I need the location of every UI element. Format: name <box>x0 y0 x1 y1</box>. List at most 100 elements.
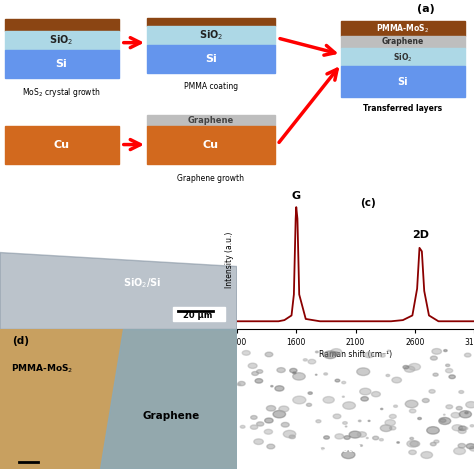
Circle shape <box>421 452 433 458</box>
Text: (c): (c) <box>360 198 376 208</box>
Circle shape <box>357 432 366 437</box>
Circle shape <box>410 438 413 439</box>
Circle shape <box>331 349 342 355</box>
Circle shape <box>267 444 275 449</box>
Text: (d): (d) <box>12 337 29 346</box>
Circle shape <box>256 370 263 374</box>
Circle shape <box>454 447 465 455</box>
Circle shape <box>410 441 419 447</box>
Circle shape <box>465 353 471 357</box>
Circle shape <box>380 425 392 431</box>
Circle shape <box>368 420 370 421</box>
Text: 2D: 2D <box>412 230 429 240</box>
Circle shape <box>335 434 344 439</box>
Text: (a): (a) <box>417 4 435 14</box>
Circle shape <box>458 429 466 433</box>
Text: MoS$_2$ crystal growth: MoS$_2$ crystal growth <box>22 86 101 99</box>
Text: (e): (e) <box>249 337 265 346</box>
Circle shape <box>306 403 311 406</box>
Circle shape <box>388 350 390 352</box>
Circle shape <box>380 438 383 441</box>
Circle shape <box>380 354 385 357</box>
Bar <box>341 21 465 36</box>
Circle shape <box>427 427 439 434</box>
Circle shape <box>459 426 466 430</box>
Circle shape <box>333 352 339 356</box>
Circle shape <box>444 350 447 352</box>
Circle shape <box>358 420 361 422</box>
Bar <box>147 26 275 45</box>
Circle shape <box>360 388 371 395</box>
Circle shape <box>342 396 344 397</box>
Circle shape <box>373 436 379 440</box>
Text: Cu: Cu <box>54 139 70 150</box>
Circle shape <box>324 373 328 375</box>
Circle shape <box>361 397 368 401</box>
Text: G: G <box>292 191 301 201</box>
Circle shape <box>405 400 418 408</box>
Circle shape <box>255 379 263 383</box>
Circle shape <box>349 431 361 438</box>
Circle shape <box>303 359 307 361</box>
Circle shape <box>275 386 284 391</box>
X-axis label: Raman shift (cm⁻¹): Raman shift (cm⁻¹) <box>319 350 392 359</box>
Bar <box>5 19 118 31</box>
Text: Si: Si <box>205 54 217 64</box>
Circle shape <box>458 444 465 448</box>
Circle shape <box>308 392 312 394</box>
Circle shape <box>430 442 436 446</box>
Circle shape <box>409 364 420 370</box>
Text: SiO$_2$: SiO$_2$ <box>49 33 74 47</box>
Circle shape <box>324 351 337 359</box>
Circle shape <box>449 375 456 379</box>
Circle shape <box>250 425 258 429</box>
Circle shape <box>381 408 383 410</box>
Text: Cu: Cu <box>203 139 219 150</box>
Text: Transferred layers: Transferred layers <box>364 104 442 113</box>
Text: PMMA-MoS$_2$: PMMA-MoS$_2$ <box>11 362 74 375</box>
Circle shape <box>321 447 324 449</box>
Circle shape <box>372 392 380 397</box>
Text: Graphene: Graphene <box>382 37 424 46</box>
Circle shape <box>273 410 285 418</box>
Y-axis label: Intensity (a.u.): Intensity (a.u.) <box>225 231 234 288</box>
Circle shape <box>392 377 401 383</box>
Circle shape <box>271 385 273 387</box>
Circle shape <box>237 383 241 385</box>
Text: Graphene growth: Graphene growth <box>177 174 245 183</box>
Bar <box>341 48 465 66</box>
Circle shape <box>316 420 321 423</box>
Circle shape <box>397 442 400 443</box>
Circle shape <box>403 365 409 369</box>
Circle shape <box>390 426 396 430</box>
Circle shape <box>434 440 439 443</box>
Text: SiO$_2$: SiO$_2$ <box>393 51 413 64</box>
Circle shape <box>293 373 305 380</box>
Text: (b): (b) <box>14 197 31 207</box>
Text: Graphene: Graphene <box>142 411 199 421</box>
Circle shape <box>346 426 347 427</box>
Text: SiO$_2$/Si: SiO$_2$/Si <box>123 276 162 290</box>
Bar <box>147 18 275 26</box>
Circle shape <box>464 427 468 429</box>
Circle shape <box>470 446 474 451</box>
Circle shape <box>248 363 257 368</box>
Circle shape <box>452 425 463 431</box>
Circle shape <box>446 368 453 373</box>
Text: PMMA coating: PMMA coating <box>184 82 238 91</box>
Bar <box>341 66 465 97</box>
Circle shape <box>252 372 258 375</box>
Circle shape <box>466 444 474 449</box>
Circle shape <box>242 351 250 355</box>
Circle shape <box>386 374 390 376</box>
Circle shape <box>335 379 340 382</box>
Text: PMMA-MoS$_2$: PMMA-MoS$_2$ <box>376 22 429 35</box>
Circle shape <box>344 436 350 439</box>
Circle shape <box>459 391 464 393</box>
Bar <box>5 50 118 78</box>
Circle shape <box>323 397 334 403</box>
Polygon shape <box>100 329 237 469</box>
Text: 20 μm: 20 μm <box>183 310 212 319</box>
Text: MoS$_2$ crystals + PMMA: MoS$_2$ crystals + PMMA <box>301 443 410 456</box>
Circle shape <box>393 405 398 407</box>
